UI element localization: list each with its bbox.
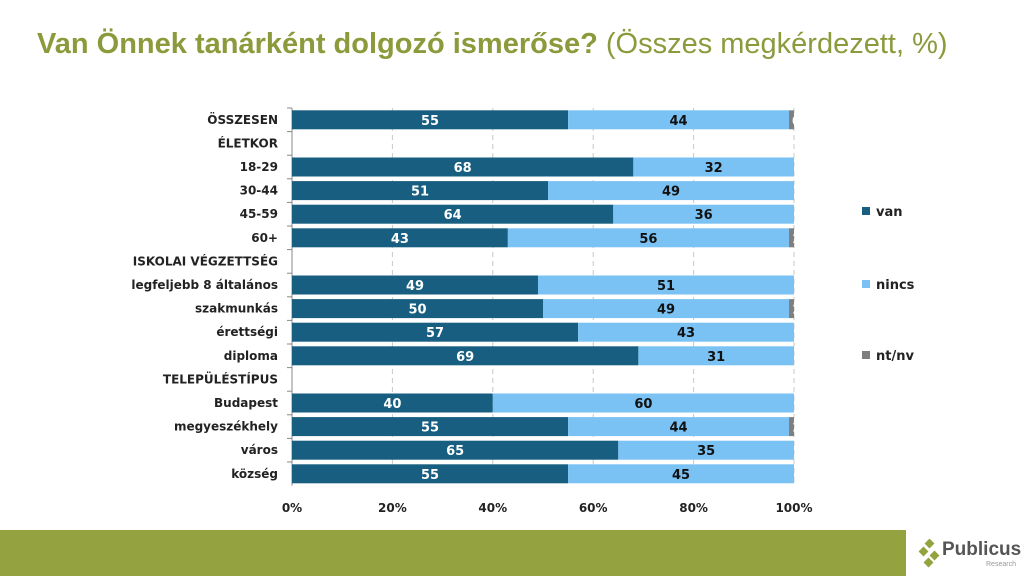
- bar-ntnv: [788, 110, 794, 130]
- logo-sub: Research: [986, 561, 1016, 568]
- row-label: 60+: [251, 231, 278, 245]
- logo-name: Publicus: [942, 539, 1022, 560]
- bar-van: [292, 299, 543, 319]
- bar-nincs: [568, 417, 789, 437]
- bar-nincs: [633, 157, 794, 177]
- row-label: 18-29: [240, 160, 278, 174]
- bar-van: [292, 181, 549, 201]
- x-tick-label: 0%: [282, 501, 302, 515]
- title-bold: Van Önnek tanárként dolgozó ismerőse?: [37, 28, 598, 60]
- bar-van: [292, 440, 619, 460]
- bar-nincs: [568, 110, 789, 130]
- logo-diamond-icon: [918, 539, 940, 568]
- chart-title: Van Önnek tanárként dolgozó ismerőse? (Ö…: [37, 28, 948, 61]
- data-label-nincs: 60: [634, 397, 652, 412]
- x-tick-label: 20%: [378, 501, 407, 515]
- data-label-van: 69: [456, 350, 474, 365]
- row-label: 30-44: [240, 184, 278, 198]
- data-label-nincs: 49: [657, 303, 675, 318]
- data-label-nincs: 51: [657, 279, 675, 294]
- legend-swatch-nincs: [862, 280, 870, 288]
- data-label-nincs: 35: [697, 444, 715, 459]
- category-header: TELEPÜLÉSTÍPUS: [163, 371, 278, 386]
- row-label: legfeljebb 8 általános: [131, 278, 278, 292]
- data-label-ntnv: 1: [792, 421, 800, 435]
- legend-label-van: van: [876, 205, 903, 220]
- row-label: megyeszékhely: [174, 420, 278, 434]
- stacked-bar-chart: 0% 20% 40% 60% 80% 100% ÖSSZESEN 55 44 0 ÉLETKOR 18…: [131, 107, 915, 515]
- data-label-nincs: 36: [695, 208, 713, 223]
- data-label-nincs: 31: [707, 350, 725, 365]
- bar-van: [292, 393, 493, 413]
- data-label-van: 55: [421, 114, 439, 129]
- row-label: ÖSSZESEN: [207, 112, 278, 127]
- x-tick-label: 40%: [478, 501, 507, 515]
- data-label-van: 49: [406, 279, 424, 294]
- data-label-ntnv: 1: [792, 232, 800, 246]
- bar-nincs: [537, 275, 794, 295]
- x-tick-label: 60%: [579, 501, 608, 515]
- bar-nincs: [638, 346, 794, 366]
- bar-van: [292, 228, 508, 248]
- data-label-nincs: 43: [677, 326, 695, 341]
- data-label-van: 43: [391, 232, 409, 247]
- bar-nincs: [568, 464, 794, 484]
- data-label-nincs: 56: [639, 232, 657, 247]
- row-label: 45-59: [240, 207, 278, 221]
- category-header: ISKOLAI VÉGZETTSÉG: [133, 253, 278, 268]
- bar-nincs: [578, 322, 794, 342]
- data-label-van: 51: [411, 185, 429, 200]
- bar-van: [292, 346, 639, 366]
- data-label-ntnv: 1: [792, 303, 800, 317]
- bar-ntnv: [788, 299, 794, 319]
- row-label: Budapest: [214, 396, 278, 410]
- data-label-van: 50: [408, 303, 426, 318]
- x-tick-label: 100%: [775, 501, 812, 515]
- bar-nincs: [618, 440, 794, 460]
- data-label-van: 55: [421, 468, 439, 483]
- bar-van: [292, 157, 634, 177]
- bar-nincs: [548, 181, 794, 201]
- data-label-nincs: 49: [662, 185, 680, 200]
- row-label: község: [231, 467, 278, 481]
- bar-ntnv: [788, 228, 794, 248]
- legend-swatch-ntnv: [862, 351, 870, 359]
- data-label-nincs: 45: [672, 468, 690, 483]
- legend-label-ntnv: nt/nv: [876, 349, 914, 364]
- data-label-nincs: 44: [669, 421, 687, 436]
- row-label: város: [241, 443, 278, 457]
- bar-ntnv: [788, 417, 794, 437]
- data-label-van: 57: [426, 326, 444, 341]
- bar-nincs: [492, 393, 794, 413]
- publicus-logo: Publicus Research: [918, 537, 1024, 573]
- bar-van: [292, 322, 579, 342]
- category-header: ÉLETKOR: [218, 135, 278, 150]
- bar-nincs: [507, 228, 789, 248]
- x-tick-label: 80%: [679, 501, 708, 515]
- legend-swatch-van: [862, 207, 870, 215]
- data-label-nincs: 44: [669, 114, 687, 129]
- data-label-van: 55: [421, 421, 439, 436]
- row-label: szakmunkás: [195, 302, 278, 316]
- bar-van: [292, 464, 569, 484]
- bar-nincs: [543, 299, 789, 319]
- title-subtitle: (Összes megkérdezett, %): [597, 28, 948, 60]
- data-label-van: 65: [446, 444, 464, 459]
- data-label-ntnv: 0: [792, 114, 800, 128]
- bar-van: [292, 204, 614, 224]
- data-label-nincs: 32: [705, 161, 723, 176]
- bar-nincs: [613, 204, 794, 224]
- data-label-van: 40: [383, 397, 401, 412]
- bar-van: [292, 275, 538, 295]
- data-label-van: 68: [454, 161, 472, 176]
- bar-van: [292, 110, 569, 130]
- footer-bar: [0, 530, 906, 576]
- data-label-van: 64: [444, 208, 462, 223]
- row-label: érettségi: [216, 325, 278, 339]
- bar-van: [292, 417, 569, 437]
- row-label: diploma: [224, 349, 278, 363]
- legend-label-nincs: nincs: [876, 278, 915, 293]
